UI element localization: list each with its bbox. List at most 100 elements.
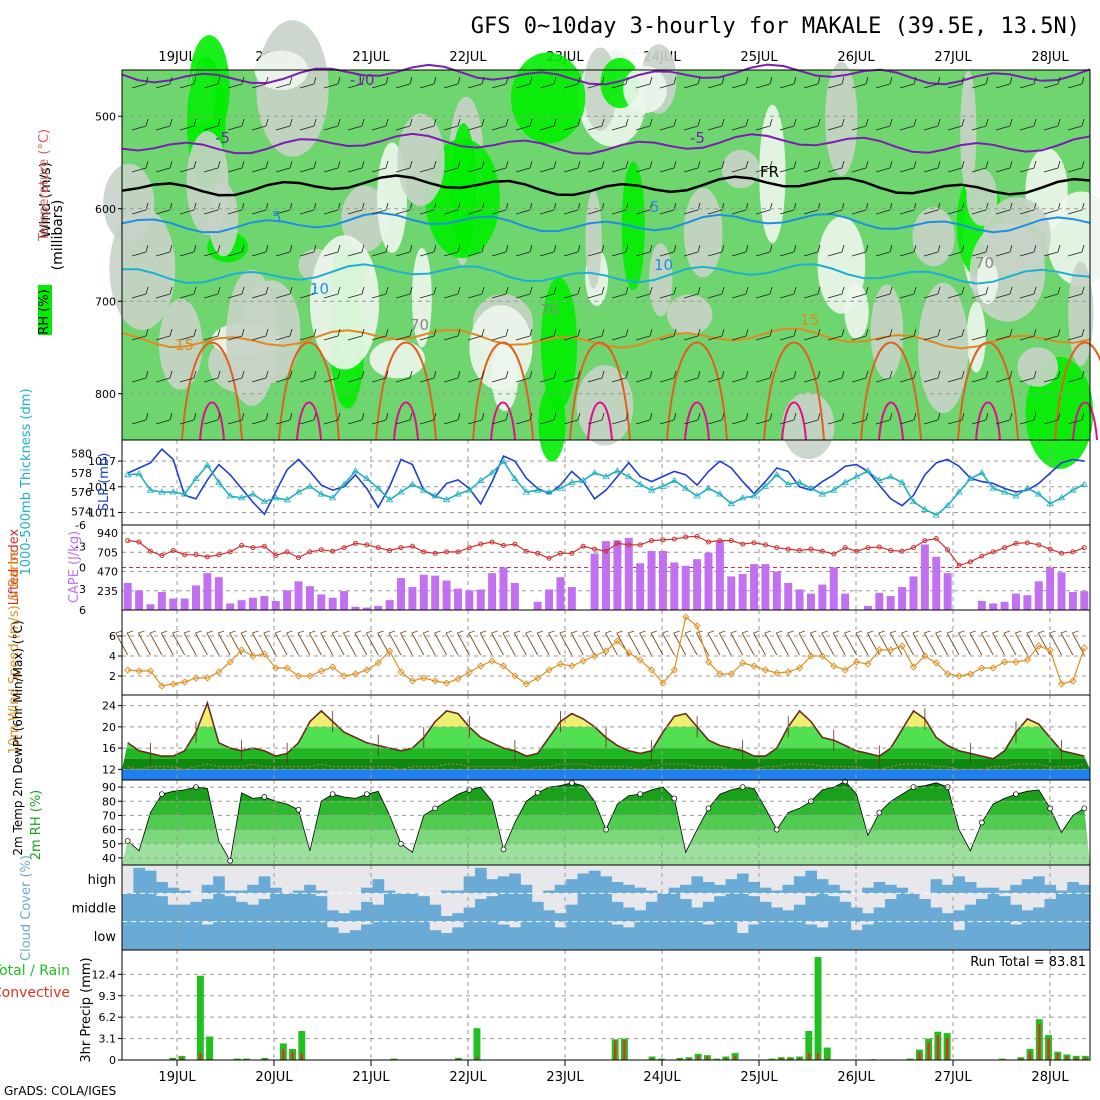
wind-speed-point bbox=[306, 672, 314, 680]
rh2m-tick-label: 90 bbox=[102, 781, 116, 794]
lifted-index-point bbox=[159, 552, 165, 558]
lifted-index-point bbox=[296, 555, 302, 561]
upper-wind-barb bbox=[323, 76, 341, 89]
upper-wind-barb bbox=[707, 370, 725, 383]
cloud-low-bar bbox=[987, 921, 1000, 950]
slp-line bbox=[127, 447, 1085, 516]
cloud-middle-bar bbox=[531, 901, 544, 922]
upper-wind-barb bbox=[155, 244, 173, 257]
surface-wind-barb bbox=[1003, 630, 1017, 656]
upper-wind-barb bbox=[443, 286, 461, 299]
wind-speed-point bbox=[317, 667, 325, 675]
upper-wind-barb bbox=[1043, 328, 1061, 341]
upper-wind-barb bbox=[1019, 118, 1037, 131]
surface-wind-barb bbox=[513, 630, 527, 656]
temperature-contour-25 bbox=[781, 401, 807, 441]
upper-wind-barb bbox=[251, 118, 269, 131]
cloud-low-bar bbox=[1044, 921, 1057, 950]
cloud-low-bar bbox=[497, 924, 510, 950]
temperature-contour-25 bbox=[393, 401, 419, 441]
surface-wind-barb bbox=[536, 630, 550, 656]
upper-wind-barb bbox=[491, 370, 509, 383]
upper-wind-barb bbox=[827, 76, 845, 89]
upper-wind-barb bbox=[1043, 76, 1061, 89]
cloud-middle-bar bbox=[748, 896, 761, 922]
upper-wind-barb bbox=[299, 328, 317, 341]
upper-wind-barb bbox=[443, 370, 461, 383]
slp-tick-label: 1011 bbox=[88, 506, 116, 519]
ylabel-cloud: Cloud Cover (%) bbox=[19, 855, 34, 961]
cape-bar bbox=[658, 551, 667, 610]
cloud-low-bar bbox=[247, 921, 259, 950]
surface-wind-barb bbox=[445, 630, 459, 656]
precip-convective-bar bbox=[807, 1053, 810, 1060]
upper-wind-barb bbox=[563, 286, 581, 299]
ylabel-lifted-index: Lifted Index bbox=[7, 528, 22, 605]
upper-wind-barb bbox=[755, 286, 773, 299]
cloud-low-bar bbox=[941, 921, 954, 950]
lifted-index-point bbox=[216, 552, 222, 558]
thickness-point bbox=[761, 482, 770, 489]
precip-convective-bar bbox=[826, 1058, 829, 1060]
lifted-index-point bbox=[740, 541, 746, 547]
cape-bar bbox=[989, 603, 998, 610]
lifted-index-point bbox=[421, 549, 427, 555]
cloud-low-bar bbox=[725, 921, 738, 950]
precip-convective-bar bbox=[1028, 1051, 1032, 1060]
upper-wind-barb bbox=[971, 244, 989, 257]
upper-wind-barb bbox=[755, 244, 773, 257]
wind-speed-point bbox=[670, 666, 678, 674]
contour-label: 10 bbox=[654, 256, 673, 274]
cloud-high-bar bbox=[987, 887, 1000, 894]
thickness-point bbox=[659, 482, 667, 489]
cloud-high-bar bbox=[998, 890, 1011, 894]
upper-wind-barb bbox=[731, 328, 749, 341]
precip-convective-bar bbox=[1047, 1037, 1050, 1060]
surface-wind-barb bbox=[582, 630, 596, 656]
lifted-index-tick-label: 3 bbox=[79, 583, 86, 596]
upper-wind-barb bbox=[275, 76, 293, 89]
upper-wind-barb bbox=[779, 412, 797, 425]
thickness-point bbox=[716, 490, 724, 497]
cape-bar bbox=[898, 587, 907, 610]
upper-wind-barb bbox=[995, 328, 1013, 341]
upper-wind-barb bbox=[491, 118, 509, 131]
lifted-index-point bbox=[774, 545, 780, 551]
cloud-low-bar bbox=[1055, 921, 1068, 950]
surface-wind-barb bbox=[206, 630, 220, 656]
upper-wind-barb bbox=[803, 118, 821, 131]
cloud-high-bar bbox=[680, 884, 692, 894]
cloud-row-label: low bbox=[94, 930, 117, 945]
upper-wind-barb bbox=[803, 328, 821, 341]
cloud-high-bar bbox=[1055, 890, 1068, 894]
cloud-low-bar bbox=[702, 924, 715, 950]
lifted-index-point bbox=[876, 544, 882, 550]
lifted-index-point bbox=[136, 539, 142, 545]
wind-speed-point bbox=[841, 666, 849, 674]
cloud-low-bar bbox=[998, 921, 1011, 950]
wind-speed-point bbox=[545, 666, 553, 674]
ylabel-wind10m: 10m Wind Speed (m/s) & Barbs bbox=[7, 549, 22, 754]
surface-wind-barb bbox=[1071, 630, 1085, 656]
upper-wind-barb bbox=[995, 370, 1013, 383]
precip-tick-label: 9.3 bbox=[99, 990, 117, 1003]
upper-wind-barb bbox=[347, 118, 365, 131]
surface-wind-barb bbox=[160, 630, 174, 656]
wind-speed-point bbox=[921, 652, 929, 660]
thickness-tick-label: 580 bbox=[71, 448, 92, 461]
temperature-contour-20 bbox=[375, 341, 437, 441]
cloud-low-bar bbox=[1033, 921, 1045, 950]
precip-convective-bar bbox=[918, 1051, 921, 1060]
upper-wind-barb bbox=[971, 286, 989, 299]
thickness-point bbox=[909, 497, 918, 505]
cloud-low-bar bbox=[634, 921, 647, 950]
cloud-high-bar bbox=[793, 876, 806, 894]
contour-label: -5 bbox=[215, 129, 230, 147]
upper-wind-barb bbox=[1019, 328, 1037, 341]
cloud-middle-bar bbox=[156, 896, 168, 922]
upper-wind-barb bbox=[227, 412, 245, 425]
cloud-high-bar bbox=[702, 882, 715, 894]
cloud-middle-bar bbox=[349, 910, 362, 922]
rh-region bbox=[341, 185, 388, 252]
upper-wind-barb bbox=[1067, 244, 1085, 257]
